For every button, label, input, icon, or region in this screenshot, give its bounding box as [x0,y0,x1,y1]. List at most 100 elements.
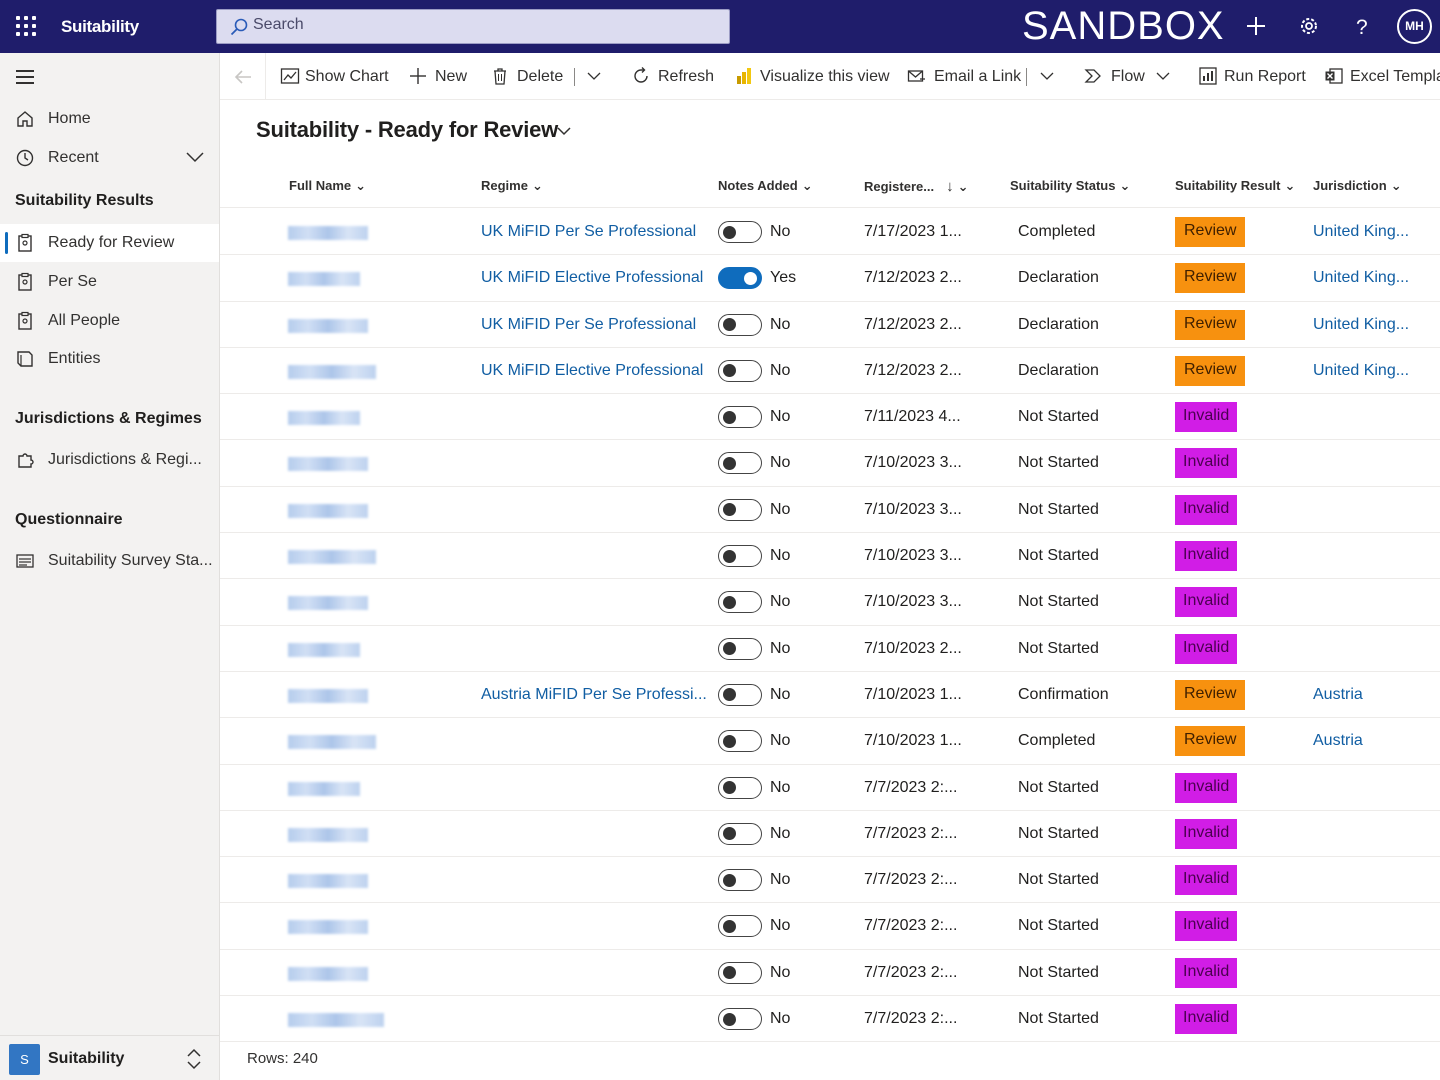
notes-added-toggle[interactable] [718,267,762,290]
hamburger-icon[interactable] [16,70,34,88]
chevron-down-icon[interactable] [1155,69,1171,83]
column-header-full-name[interactable]: Full Name ⌄ [289,178,366,194]
table-row[interactable]: No 7/10/2023 3... Not Started Invalid [220,440,1440,487]
column-header-jurisdiction[interactable]: Jurisdiction ⌄ [1313,178,1402,194]
notes-added-toggle[interactable] [718,498,762,521]
table-row[interactable]: UK MiFID Elective Professional No 7/12/202… [220,348,1440,395]
table-row[interactable]: UK MiFID Per Se Professional No 7/12/2023 … [220,302,1440,348]
notes-added-toggle[interactable] [718,637,762,660]
notes-added-toggle[interactable] [718,221,762,243]
notes-added-toggle[interactable] [718,406,762,429]
full-name-redacted[interactable] [288,966,368,981]
jurisdiction-link[interactable]: Austria [1313,685,1363,703]
sidebar-item-entities[interactable]: Entities [0,340,219,378]
full-name-redacted[interactable] [288,550,376,565]
column-header-suitability-result[interactable]: Suitability Result ⌄ [1175,178,1295,194]
table-row[interactable]: No 7/10/2023 3... Not Started Invalid [220,533,1440,580]
view-title[interactable]: Suitability - Ready for Review [256,117,559,142]
gear-icon[interactable] [1296,13,1322,39]
full-name-redacted[interactable] [288,920,368,935]
notes-added-toggle[interactable] [718,545,762,568]
full-name-redacted[interactable] [288,827,368,842]
full-name-redacted[interactable] [288,226,368,240]
table-row[interactable]: No 7/7/2023 2:... Not Started Invalid [220,950,1440,997]
full-name-redacted[interactable] [288,272,360,287]
search-box[interactable] [216,9,730,44]
notes-added-toggle[interactable] [718,961,762,984]
full-name-redacted[interactable] [288,596,368,611]
notes-added-toggle[interactable] [718,776,762,799]
jurisdiction-link[interactable]: United King... [1313,269,1410,287]
area-switcher[interactable]: S Suitability [0,1035,219,1080]
full-name-redacted[interactable] [288,364,376,379]
sidebar-item-recent[interactable]: Recent [0,139,219,177]
column-header-notes-added[interactable]: Notes Added ⌄ [718,178,813,194]
jurisdiction-link[interactable]: United King... [1313,223,1410,240]
suitability-result-badge: Review [1175,726,1246,757]
search-input[interactable] [253,16,713,34]
table-row[interactable]: Austria MiFID Per Se Professi... No 7/10/2… [220,672,1440,719]
notes-added-toggle[interactable] [718,730,762,753]
notes-added-toggle[interactable] [718,1008,762,1031]
chevron-down-icon[interactable] [557,126,571,136]
regime-link[interactable]: UK MiFID Elective Professional [481,269,704,287]
full-name-redacted[interactable] [288,781,360,796]
jurisdiction-link[interactable]: United King... [1313,361,1410,379]
notes-added-toggle[interactable] [718,452,762,475]
table-row[interactable]: No 7/10/2023 1... Completed Review Austria [220,718,1440,765]
back-button[interactable] [220,53,266,99]
chevron-down-icon[interactable] [586,69,602,83]
table-row[interactable]: No 7/10/2023 3... Not Started Invalid [220,579,1440,626]
regime-link[interactable]: UK MiFID Per Se Professional [481,315,697,333]
sidebar-item-home[interactable]: Home [0,100,219,138]
plus-icon[interactable] [1243,13,1269,39]
notes-added-toggle[interactable] [718,869,762,892]
sidebar-item-all-people[interactable]: All People [0,302,219,340]
waffle-icon[interactable] [14,14,38,38]
table-row[interactable]: No 7/7/2023 2:... Not Started Invalid [220,765,1440,811]
table-row[interactable]: No 7/10/2023 3... Not Started Invalid [220,487,1440,534]
table-row[interactable]: No 7/10/2023 2... Not Started Invalid [220,626,1440,672]
notes-added-toggle[interactable] [718,822,762,845]
column-header-regime[interactable]: Regime ⌄ [481,178,543,194]
full-name-redacted[interactable] [288,735,376,750]
full-name-redacted[interactable] [288,503,368,518]
full-name-redacted[interactable] [288,457,368,472]
help-icon[interactable]: ? [1348,13,1374,39]
sidebar-item-per-se[interactable]: Per Se [0,263,219,301]
regime-link[interactable]: Austria MiFID Per Se Professi... [481,685,707,703]
sidebar-item-survey-status[interactable]: Suitability Survey Sta... [0,542,219,580]
full-name-redacted[interactable] [288,874,368,889]
full-name-redacted[interactable] [288,411,360,426]
regime-link[interactable]: UK MiFID Per Se Professional [481,223,697,240]
full-name-redacted[interactable] [288,642,360,657]
jurisdiction-link[interactable]: United King... [1313,315,1410,333]
jurisdiction-link[interactable]: Austria [1313,732,1363,750]
table-row[interactable]: UK MiFID Per Se Professional No 7/17/2023 … [220,209,1440,256]
chevron-down-icon[interactable] [1039,69,1055,83]
full-name-redacted[interactable] [288,318,368,333]
table-row[interactable]: No 7/11/2023 4... Not Started Invalid [220,394,1440,441]
sidebar-item-ready-for-review[interactable]: Ready for Review [0,224,219,262]
app-title[interactable]: Suitability [61,17,139,36]
table-row[interactable]: No 7/7/2023 2:... Not Started Invalid [220,996,1440,1043]
notes-added-value: No [770,593,791,611]
regime-link[interactable]: UK MiFID Elective Professional [481,361,704,379]
notes-added-toggle[interactable] [718,683,762,706]
table-row[interactable]: No 7/7/2023 2:... Not Started Invalid [220,811,1440,858]
chevron-down-icon[interactable] [186,151,204,163]
table-row[interactable]: No 7/7/2023 2:... Not Started Invalid [220,903,1440,950]
back-arrow-icon [234,70,251,84]
notes-added-toggle[interactable] [718,591,762,614]
column-header-registered[interactable]: Registere... ↓ ⌄ [864,178,969,195]
full-name-redacted[interactable] [288,1013,384,1028]
full-name-redacted[interactable] [288,688,368,703]
table-row[interactable]: No 7/7/2023 2:... Not Started Invalid [220,857,1440,904]
sidebar-item-jurisdictions-regimes[interactable]: Jurisdictions & Regi... [0,441,219,479]
notes-added-toggle[interactable] [718,359,762,382]
notes-added-toggle[interactable] [718,313,762,336]
table-row[interactable]: UK MiFID Elective Professional Yes 7/12/20… [220,255,1440,302]
avatar[interactable]: MH [1397,9,1432,44]
notes-added-toggle[interactable] [718,915,762,938]
column-header-suitability-status[interactable]: Suitability Status ⌄ [1010,178,1130,194]
